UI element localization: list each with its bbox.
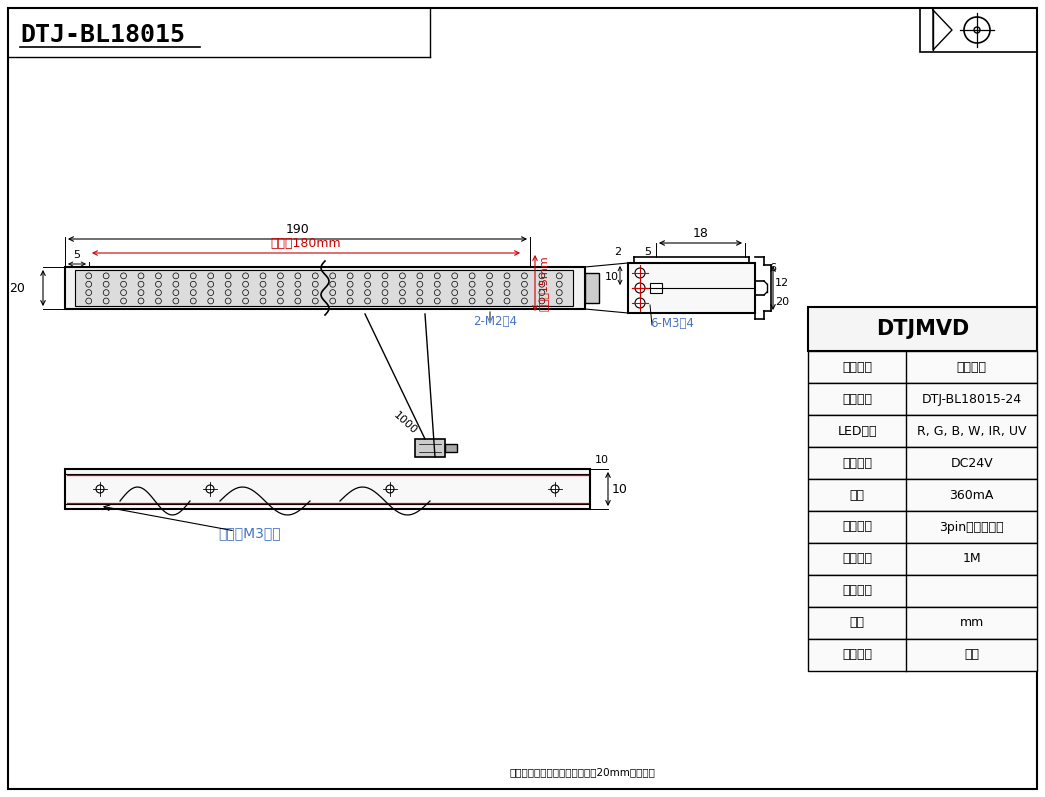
Bar xyxy=(808,447,1037,479)
Circle shape xyxy=(96,485,104,493)
Text: 光源接口: 光源接口 xyxy=(842,520,873,533)
Text: 10: 10 xyxy=(595,455,609,465)
Bar xyxy=(415,439,445,457)
Bar xyxy=(808,575,1037,607)
Bar xyxy=(808,479,1037,511)
Text: 电流: 电流 xyxy=(850,489,864,501)
Text: 360mA: 360mA xyxy=(950,489,994,501)
Text: DTJ-BL18015-24: DTJ-BL18015-24 xyxy=(922,392,1022,406)
Text: 1000: 1000 xyxy=(391,410,419,436)
Text: 发光区180mm: 发光区180mm xyxy=(271,237,342,250)
Text: DTJMVD: DTJMVD xyxy=(876,319,969,339)
Bar xyxy=(585,273,599,303)
Text: 可移动M3螺母: 可移动M3螺母 xyxy=(218,526,281,540)
Text: 2: 2 xyxy=(614,247,622,257)
Text: DC24V: DC24V xyxy=(950,457,993,469)
Circle shape xyxy=(206,485,214,493)
Bar xyxy=(920,8,1037,52)
Polygon shape xyxy=(933,10,952,50)
Text: 5: 5 xyxy=(645,247,651,257)
Text: DTJ-BL18015: DTJ-BL18015 xyxy=(20,23,185,47)
Circle shape xyxy=(386,485,394,493)
Circle shape xyxy=(635,298,645,308)
Bar xyxy=(808,607,1037,639)
Text: 20: 20 xyxy=(775,297,789,307)
Text: 5: 5 xyxy=(73,250,80,260)
Text: 6-M3深4: 6-M3深4 xyxy=(650,317,694,330)
Bar xyxy=(65,469,590,509)
Text: 20: 20 xyxy=(9,281,25,295)
Text: 单位: 单位 xyxy=(850,617,864,630)
Bar xyxy=(808,415,1037,447)
Text: 发光区15mm: 发光区15mm xyxy=(539,255,549,311)
Circle shape xyxy=(635,283,645,293)
Text: 光源线长: 光源线长 xyxy=(842,552,873,566)
Text: 190: 190 xyxy=(285,223,309,236)
Text: 1M: 1M xyxy=(962,552,981,566)
Text: 产品名称: 产品名称 xyxy=(842,360,873,374)
Text: 照射角度: 照射角度 xyxy=(842,584,873,598)
Text: 产品型号: 产品型号 xyxy=(842,392,873,406)
Bar xyxy=(808,639,1037,671)
Text: 10: 10 xyxy=(605,272,619,282)
Text: 6: 6 xyxy=(769,263,776,273)
Bar xyxy=(445,444,457,452)
Bar xyxy=(628,263,754,313)
Bar xyxy=(808,383,1037,415)
Text: 2-M2深4: 2-M2深4 xyxy=(473,315,517,328)
Text: 黑色: 黑色 xyxy=(965,649,979,662)
Text: 10: 10 xyxy=(612,482,628,496)
Text: 12: 12 xyxy=(775,278,789,288)
Text: R, G, B, W, IR, UV: R, G, B, W, IR, UV xyxy=(916,425,1026,438)
Bar xyxy=(650,283,661,293)
Text: 在原来的基础上发光区的长度加20mm，都能做: 在原来的基础上发光区的长度加20mm，都能做 xyxy=(510,767,656,777)
Bar xyxy=(808,543,1037,575)
Bar xyxy=(808,307,1037,351)
Circle shape xyxy=(551,485,559,493)
Bar xyxy=(808,511,1037,543)
Text: mm: mm xyxy=(959,617,983,630)
Text: 表面处理: 表面处理 xyxy=(842,649,873,662)
Text: 18: 18 xyxy=(693,227,709,240)
Bar xyxy=(808,351,1037,383)
Text: 输入电压: 输入电压 xyxy=(842,457,873,469)
Text: 3pin（中间空）: 3pin（中间空） xyxy=(939,520,1004,533)
Bar xyxy=(65,267,585,309)
Text: 条形光源: 条形光源 xyxy=(957,360,986,374)
Text: LED颜色: LED颜色 xyxy=(837,425,877,438)
Circle shape xyxy=(635,268,645,278)
Bar xyxy=(75,270,573,306)
